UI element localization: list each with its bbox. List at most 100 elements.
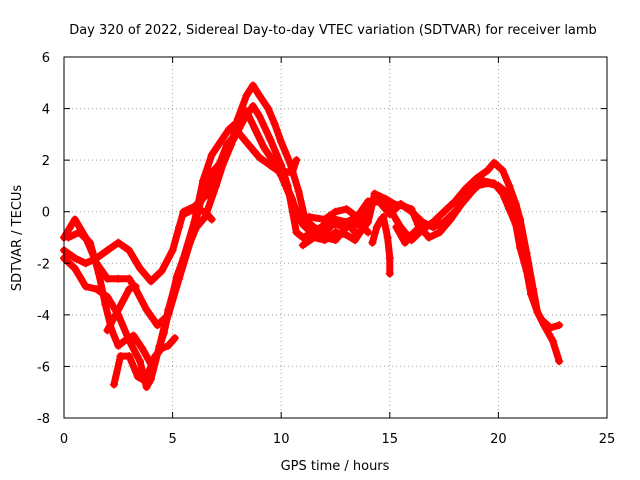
data-point [294, 187, 303, 196]
data-point [103, 274, 112, 283]
data-point [342, 223, 351, 232]
data-point [129, 331, 138, 340]
x-tick-label: 20 [490, 432, 507, 447]
data-point [381, 194, 390, 203]
data-point [320, 236, 329, 245]
y-tick-label: -6 [37, 360, 50, 375]
x-tick-label: 0 [60, 432, 68, 447]
data-point [144, 367, 153, 376]
data-point [331, 236, 340, 245]
data-point [125, 352, 134, 361]
data-point [86, 238, 95, 247]
data-point [370, 189, 379, 198]
data-point [392, 223, 401, 232]
data-point [277, 166, 286, 175]
data-point [138, 344, 147, 353]
data-point [207, 150, 216, 159]
data-point [533, 308, 542, 317]
data-point [125, 246, 134, 255]
data-point [548, 336, 557, 345]
data-point [364, 218, 373, 227]
data-point [368, 238, 377, 247]
data-point [505, 181, 514, 190]
data-point [461, 194, 470, 203]
data-point [64, 233, 73, 242]
data-point [372, 223, 381, 232]
series-track-8 [266, 156, 301, 178]
data-point [94, 269, 103, 278]
data-point [120, 336, 129, 345]
series-line [110, 334, 179, 388]
series-line [180, 205, 216, 223]
data-point [225, 125, 234, 134]
data-point [348, 218, 357, 227]
data-point [153, 321, 162, 330]
data-point [142, 305, 151, 314]
y-axis-label: SDTVAR / TECUs [10, 185, 25, 292]
data-point [114, 238, 123, 247]
data-point [450, 197, 459, 206]
data-point [81, 282, 90, 291]
data-point [70, 264, 79, 273]
series-track-12 [368, 215, 386, 247]
data-point [136, 264, 145, 273]
x-tick-label: 5 [168, 432, 176, 447]
data-point [75, 228, 84, 237]
series-track-10 [331, 218, 357, 232]
data-point [298, 220, 307, 229]
data-point [114, 274, 123, 283]
data-point [494, 181, 503, 190]
data-point [472, 181, 481, 190]
data-point [353, 212, 362, 221]
data-point [266, 161, 275, 170]
data-point [396, 199, 405, 208]
data-point [364, 210, 373, 219]
data-point [190, 205, 199, 214]
data-point [259, 143, 268, 152]
data-point [374, 197, 383, 206]
data-point [266, 135, 275, 144]
data-point [159, 328, 168, 337]
data-point [146, 277, 155, 286]
series-track-5 [109, 334, 179, 389]
data-point [498, 166, 507, 175]
data-point [157, 267, 166, 276]
data-point [109, 380, 118, 389]
data-point [490, 158, 499, 167]
data-point [385, 269, 394, 278]
data-point [320, 215, 329, 224]
data-point [450, 207, 459, 216]
y-tick-label: 4 [42, 103, 50, 118]
series-track-7 [179, 205, 216, 224]
data-point [429, 218, 438, 227]
data-point [138, 375, 147, 384]
data-point [248, 101, 257, 110]
data-point [248, 81, 257, 90]
series-line [103, 283, 140, 334]
y-tick-label: 2 [42, 154, 50, 169]
data-point [407, 207, 416, 216]
data-point [298, 233, 307, 242]
data-point [81, 259, 90, 268]
data-point [157, 344, 166, 353]
series-line [379, 213, 394, 278]
data-point [212, 181, 221, 190]
data-point [114, 341, 123, 350]
data-point [288, 169, 297, 178]
data-point [435, 228, 444, 237]
data-point [292, 156, 301, 165]
data-point [233, 117, 242, 126]
axis-ticks: 0 5 10 15 20 25 -8 -6 -4 -2 0 2 4 6 [37, 51, 615, 447]
data-point [555, 321, 564, 330]
data-point [424, 233, 433, 242]
data-point [70, 215, 79, 224]
data-point [201, 207, 210, 216]
series-line [266, 156, 300, 177]
data-point [331, 207, 340, 216]
data-point [401, 238, 410, 247]
data-point [540, 321, 549, 330]
data-point [190, 218, 199, 227]
data-point [175, 223, 184, 232]
data-point [288, 197, 297, 206]
